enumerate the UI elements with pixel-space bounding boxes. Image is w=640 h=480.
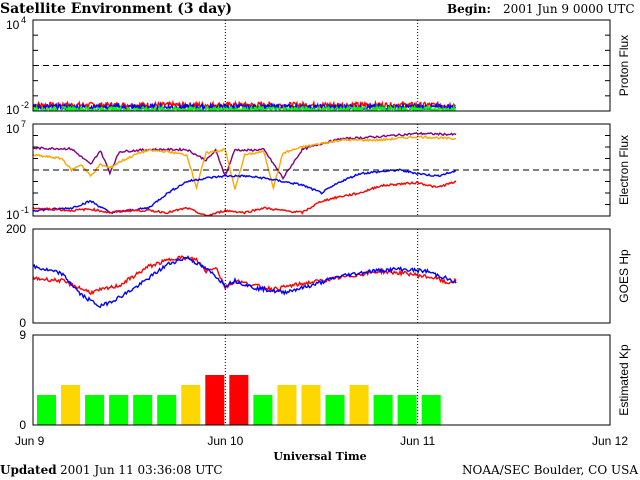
goes_hp-data bbox=[33, 255, 457, 309]
electron-axis-label: Electron Flux bbox=[617, 135, 631, 205]
electron-ytick-label-bottom-exp: -1 bbox=[21, 205, 29, 215]
goes_hp-frame bbox=[32, 228, 611, 324]
electron-data bbox=[33, 131, 457, 216]
kp-ytick-label: 0 bbox=[19, 418, 26, 432]
proton-ytick-label-bottom: 10 bbox=[6, 103, 20, 117]
estimated-kp-panel: 0 9 Estimated Kp bbox=[19, 328, 631, 432]
x-axis-title: Universal Time bbox=[273, 450, 366, 463]
kp-bar bbox=[157, 395, 177, 425]
proton-series-green bbox=[33, 104, 456, 111]
proton-ytick-label-top: 10 bbox=[6, 18, 20, 32]
kp-data bbox=[37, 375, 441, 425]
kp-bar bbox=[37, 395, 57, 425]
kp-bar bbox=[277, 385, 297, 425]
kp-bar bbox=[253, 395, 273, 425]
updated-value: 2001 Jun 11 03:36:08 UTC bbox=[60, 463, 223, 477]
electron-ytick-label-top: 10 bbox=[6, 122, 20, 136]
kp-axis-label: Estimated Kp bbox=[617, 344, 631, 416]
kp-bar bbox=[421, 395, 441, 425]
goes_hp-ytick-label: 0 bbox=[19, 316, 26, 330]
begin-label: Begin: bbox=[447, 2, 491, 16]
electron-series-orange bbox=[33, 135, 457, 191]
x-tick-label: Jun 9 bbox=[15, 434, 45, 448]
kp-bar bbox=[61, 385, 81, 425]
kp-bar bbox=[349, 385, 369, 425]
goes_hp-series-blue bbox=[33, 255, 457, 309]
kp-bar bbox=[109, 395, 129, 425]
kp-bar bbox=[133, 395, 153, 425]
kp-frame bbox=[32, 334, 611, 426]
x-axis: Jun 9 Jun 10 Jun 11 Jun 12 bbox=[15, 434, 628, 448]
credit-text: NOAA/SEC Boulder, CO USA bbox=[462, 463, 638, 477]
electron-series-blue bbox=[33, 168, 457, 215]
kp-bar bbox=[85, 395, 105, 425]
proton-series-red bbox=[33, 99, 456, 111]
x-tick-label: Jun 10 bbox=[207, 434, 243, 448]
x-tick-label: Jun 12 bbox=[592, 434, 628, 448]
kp-bar bbox=[205, 375, 225, 425]
kp-bar bbox=[301, 385, 321, 425]
proton-data bbox=[33, 99, 457, 111]
kp-bar bbox=[229, 375, 249, 425]
proton-axis-label: Proton Flux bbox=[617, 35, 631, 96]
goes_hp-ytick-label: 200 bbox=[6, 222, 26, 236]
goes_hp-axis-label: GOES Hp bbox=[617, 249, 631, 303]
kp-bar bbox=[325, 395, 345, 425]
electron-ytick-label-top-exp: 7 bbox=[21, 119, 26, 129]
x-tick-label: Jun 11 bbox=[400, 434, 435, 448]
electron-ytick-label-bottom: 10 bbox=[6, 208, 20, 222]
goes-hp-panel: 0 200 GOES Hp bbox=[6, 222, 631, 330]
electron-series-purple bbox=[33, 131, 457, 181]
kp-ytick-label: 9 bbox=[19, 328, 26, 342]
begin-value: 2001 Jun 9 0000 UTC bbox=[503, 2, 635, 16]
kp-bar bbox=[181, 385, 201, 425]
proton-ytick-label-bottom-exp: -2 bbox=[21, 100, 29, 110]
kp-bar bbox=[397, 395, 417, 425]
proton-ytick-label-top-exp: 4 bbox=[21, 15, 26, 25]
goes_hp-series-red bbox=[33, 255, 457, 296]
kp-bar bbox=[373, 395, 393, 425]
electron-series-red bbox=[33, 180, 457, 216]
updated-label: Updated bbox=[0, 463, 57, 477]
chart-title: Satellite Environment (3 day) bbox=[0, 1, 232, 17]
